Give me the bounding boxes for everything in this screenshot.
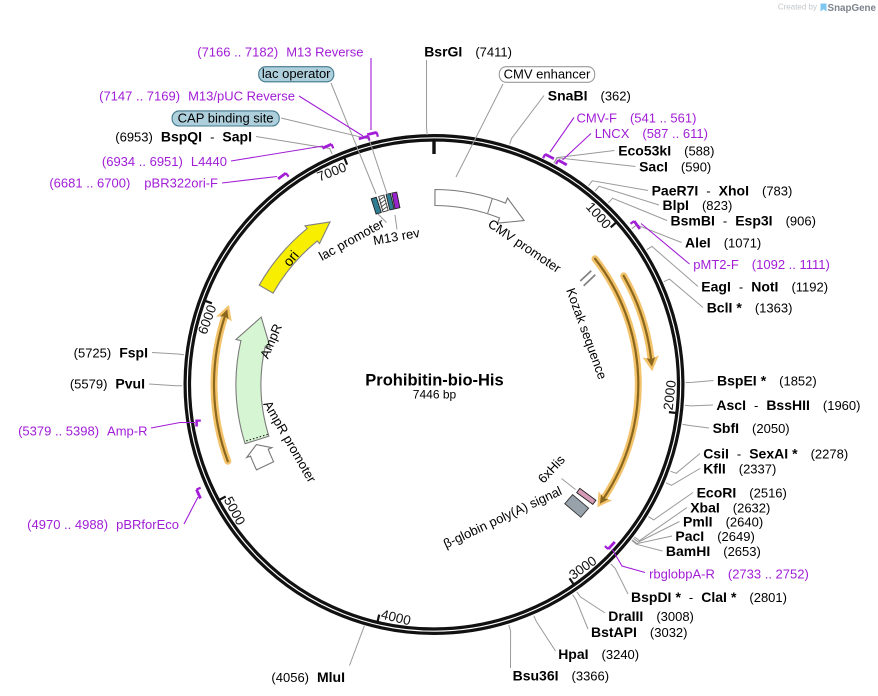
svg-text:CsiI-SexAI*(2278): CsiI - SexAI * (2278) [703, 446, 848, 462]
svg-text:CMV promoter: CMV promoter [485, 216, 564, 276]
svg-text:EagI-NotI(1192): EagI - NotI (1192) [701, 279, 828, 295]
svg-text:BspDI*-ClaI*(2801): BspDI * - ClaI * (2801) [631, 589, 787, 605]
svg-text:SbfI(2050): SbfI (2050) [713, 420, 790, 436]
svg-text:PmlI(2640): PmlI (2640) [683, 514, 763, 530]
svg-text:BclI*(1363): BclI * (1363) [707, 300, 793, 316]
svg-text:SnapGene: SnapGene [828, 3, 877, 14]
svg-text:BstAPI(3032): BstAPI (3032) [591, 624, 687, 640]
svg-text:6xHis: 6xHis [535, 452, 568, 486]
svg-text:XbaI(2632): XbaI (2632) [690, 500, 770, 516]
svg-text:(7166 .. 7182)M13 Reverse: (7166 .. 7182) M13 Reverse [197, 45, 363, 60]
svg-text:SnaBI(362): SnaBI (362) [548, 88, 631, 104]
svg-text:(6681 .. 6700)pBR322ori-F: (6681 .. 6700) pBR322ori-F [49, 176, 218, 191]
svg-text:Prohibitin-bio-His: Prohibitin-bio-His [365, 372, 503, 390]
svg-text:(4056)MluI: (4056) MluI [271, 669, 345, 685]
svg-text:Kozak sequence: Kozak sequence [563, 286, 610, 381]
svg-text:(5379 .. 5398)Amp-R: (5379 .. 5398) Amp-R [18, 424, 147, 439]
svg-text:(7147 .. 7169)M13/pUC Reverse: (7147 .. 7169) M13/pUC Reverse [99, 88, 295, 103]
svg-text:BamHI(2653): BamHI (2653) [666, 543, 761, 559]
svg-text:(6934 .. 6951)L4440: (6934 .. 6951) L4440 [102, 154, 227, 169]
svg-text:2000: 2000 [661, 379, 679, 411]
svg-text:Bsu36I(3366): Bsu36I (3366) [513, 667, 610, 683]
svg-text:(4970 .. 4988)pBRforEco: (4970 .. 4988) pBRforEco [27, 517, 179, 532]
svg-text:SacI(590): SacI (590) [639, 158, 711, 174]
svg-text:PaeR7I-XhoI(783): PaeR7I - XhoI (783) [652, 183, 793, 199]
svg-text:BlpI(823): BlpI (823) [663, 197, 733, 213]
svg-text:rbglobpA-R(2733 .. 2752): rbglobpA-R (2733 .. 2752) [649, 566, 809, 581]
svg-text:AleI(1071): AleI (1071) [685, 234, 761, 250]
svg-text:(5725)FspI: (5725) FspI [74, 344, 148, 360]
svg-text:AmpR promoter: AmpR promoter [260, 398, 319, 486]
svg-text:BsrGI(7411): BsrGI (7411) [424, 43, 512, 59]
svg-text:1000: 1000 [583, 199, 614, 231]
svg-text:LNCX(587 .. 611): LNCX (587 .. 611) [595, 126, 708, 141]
svg-text:β-globin poly(A) signal: β-globin poly(A) signal [441, 483, 564, 551]
svg-text:KflI(2337): KflI (2337) [703, 460, 776, 476]
svg-text:DraIII(3008): DraIII (3008) [608, 608, 694, 624]
svg-text:(6953)BspQI-SapI: (6953) BspQI - SapI [115, 128, 252, 144]
svg-text:CAP binding site: CAP binding site [178, 110, 274, 125]
svg-text:lac operator: lac operator [262, 66, 331, 81]
svg-text:7446 bp: 7446 bp [413, 388, 457, 402]
svg-text:CMV-F(541 .. 561): CMV-F (541 .. 561) [577, 110, 697, 125]
svg-text:BsmBI-Esp3I(906): BsmBI - Esp3I (906) [671, 213, 816, 229]
svg-text:CMV enhancer: CMV enhancer [504, 67, 591, 82]
svg-text:pMT2-F(1092 .. 1111): pMT2-F (1092 .. 1111) [693, 257, 830, 272]
svg-text:BspEI*(1852): BspEI * (1852) [717, 373, 817, 389]
svg-text:AscI-BssHII(1960): AscI - BssHII (1960) [716, 397, 860, 413]
svg-text:4000: 4000 [380, 607, 413, 629]
svg-text:EcoRI(2516): EcoRI (2516) [697, 485, 787, 501]
svg-text:PacI(2649): PacI (2649) [675, 528, 754, 544]
svg-text:HpaI(3240): HpaI (3240) [558, 646, 639, 662]
svg-text:(5579)PvuI: (5579) PvuI [70, 376, 145, 392]
svg-text:Eco53kI(588): Eco53kI (588) [618, 143, 714, 159]
svg-text:Created by: Created by [778, 3, 817, 12]
